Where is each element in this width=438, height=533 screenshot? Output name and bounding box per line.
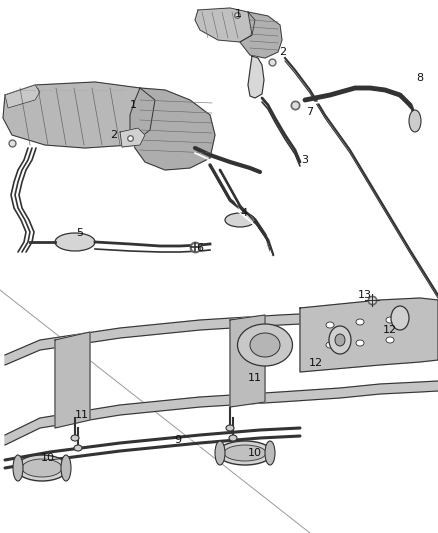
Polygon shape (195, 8, 255, 42)
Text: 8: 8 (417, 73, 424, 83)
Text: 6: 6 (197, 243, 204, 253)
Ellipse shape (229, 435, 237, 441)
Polygon shape (248, 56, 264, 98)
Polygon shape (230, 315, 265, 407)
Polygon shape (5, 85, 40, 108)
Ellipse shape (71, 435, 79, 441)
Text: 13: 13 (358, 290, 372, 300)
Text: 11: 11 (75, 410, 89, 420)
Ellipse shape (61, 455, 71, 481)
Ellipse shape (335, 334, 345, 346)
Ellipse shape (326, 322, 334, 328)
Text: 11: 11 (248, 373, 262, 383)
Polygon shape (5, 305, 438, 365)
Text: 12: 12 (309, 358, 323, 368)
Ellipse shape (55, 233, 95, 251)
Text: 4: 4 (240, 208, 247, 218)
Ellipse shape (356, 319, 364, 325)
Text: 10: 10 (41, 453, 55, 463)
Text: 5: 5 (77, 228, 84, 238)
Text: 2: 2 (110, 130, 117, 140)
Ellipse shape (409, 110, 421, 132)
Ellipse shape (225, 213, 255, 227)
Ellipse shape (329, 326, 351, 354)
Text: 1: 1 (234, 9, 241, 19)
Text: 10: 10 (248, 448, 262, 458)
Polygon shape (120, 128, 145, 147)
Text: 12: 12 (383, 325, 397, 335)
Text: 3: 3 (301, 155, 308, 165)
Ellipse shape (265, 441, 275, 465)
Ellipse shape (22, 459, 62, 477)
Polygon shape (5, 381, 438, 445)
Ellipse shape (13, 455, 23, 481)
Ellipse shape (215, 441, 225, 465)
Ellipse shape (386, 337, 394, 343)
Ellipse shape (218, 441, 272, 465)
Ellipse shape (386, 317, 394, 323)
Ellipse shape (237, 324, 293, 366)
Ellipse shape (250, 333, 280, 357)
Ellipse shape (74, 445, 82, 451)
Ellipse shape (356, 340, 364, 346)
Ellipse shape (226, 425, 234, 431)
Polygon shape (240, 12, 282, 58)
Ellipse shape (391, 306, 409, 330)
Text: 7: 7 (307, 107, 314, 117)
Polygon shape (130, 88, 215, 170)
Polygon shape (55, 332, 90, 428)
Text: 1: 1 (130, 100, 137, 110)
Ellipse shape (224, 445, 266, 461)
Ellipse shape (16, 455, 68, 481)
Text: 9: 9 (174, 435, 182, 445)
Ellipse shape (326, 342, 334, 348)
Polygon shape (3, 82, 155, 148)
Text: 2: 2 (279, 47, 286, 57)
Polygon shape (300, 298, 438, 372)
